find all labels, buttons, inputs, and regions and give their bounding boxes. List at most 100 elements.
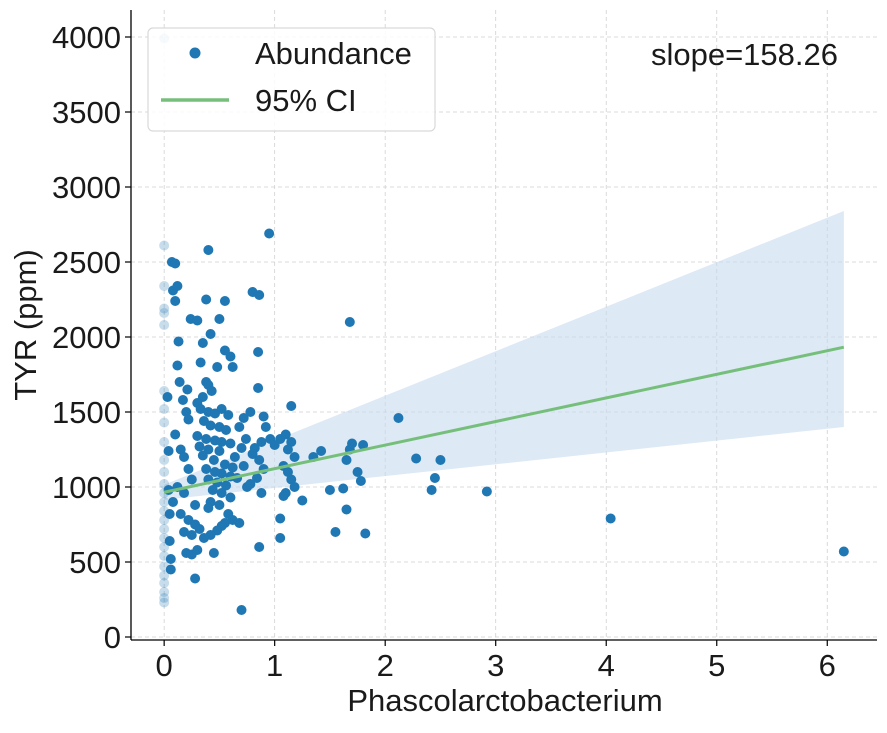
scatter-point	[179, 527, 190, 537]
scatter-point	[162, 392, 173, 402]
scatter-point	[256, 488, 267, 498]
scatter-point	[245, 479, 256, 489]
scatter-point	[205, 420, 216, 431]
confidence-band-layer	[164, 211, 844, 500]
scatter-point	[280, 429, 291, 440]
scatter-point	[197, 450, 208, 461]
legend-label-abundance: Abundance	[255, 36, 412, 71]
scatter-points	[159, 33, 849, 615]
scatter-point	[289, 452, 300, 462]
scatter-point	[194, 524, 205, 534]
scatter-point	[221, 425, 232, 435]
scatter-point	[159, 417, 170, 428]
scatter-point	[208, 455, 219, 465]
scatter-point	[170, 296, 181, 306]
scatter-point	[159, 320, 170, 330]
scatter-point	[254, 542, 265, 552]
legend-box	[147, 27, 436, 132]
scatter-point	[190, 500, 201, 510]
scatter-point	[192, 431, 203, 441]
scatter-point	[179, 452, 190, 462]
scatter-point	[260, 422, 271, 432]
scatter-point	[256, 437, 267, 447]
y-tick-label: 0	[104, 620, 121, 655]
scatter-point	[254, 455, 265, 465]
scatter-point	[227, 462, 238, 473]
scatter-point	[167, 497, 178, 507]
scatter-point	[330, 527, 341, 537]
scatter-point	[341, 455, 352, 465]
scatter-point	[159, 240, 170, 251]
scatter-point	[344, 317, 355, 327]
scatter-point	[159, 597, 170, 608]
scatter-point	[324, 485, 335, 495]
scatter-point	[219, 296, 230, 306]
scatter-point	[159, 578, 170, 588]
scatter-point	[159, 524, 170, 534]
scatter-point	[297, 495, 308, 506]
scatter-point	[183, 464, 194, 474]
scatter-point	[165, 564, 176, 575]
scatter-point	[159, 467, 170, 477]
scatter-point	[275, 513, 286, 524]
scatter-point	[238, 461, 249, 471]
scatter-point	[159, 497, 170, 507]
scatter-point	[225, 492, 236, 503]
scatter-point	[192, 315, 203, 326]
scatter-point	[159, 587, 170, 597]
scatter-point	[201, 464, 212, 474]
scatter-point	[289, 482, 300, 492]
y-tick-label: 500	[69, 545, 121, 580]
scatter-point	[227, 362, 238, 372]
scatter-point	[170, 429, 181, 440]
scatter-point	[207, 485, 218, 495]
x-tick-label: 1	[266, 648, 283, 683]
legend: Abundance 95% CI	[147, 27, 436, 132]
confidence-band	[164, 211, 844, 500]
scatter-point	[258, 411, 269, 422]
scatter-point	[214, 500, 225, 510]
y-tick-label: 1500	[52, 395, 121, 430]
scatter-point	[159, 281, 170, 291]
scatter-point	[234, 518, 245, 528]
scatter-point	[216, 404, 227, 414]
scatter-point	[214, 314, 225, 324]
scatter-point	[186, 530, 197, 540]
scatter-point	[164, 536, 175, 546]
scatter-point	[172, 360, 183, 371]
scatter-point	[194, 441, 205, 452]
scatter-point	[223, 410, 234, 420]
scatter-point	[197, 338, 208, 348]
scatter-point	[338, 483, 349, 494]
tick-labels: 0 1 2 3 4 5 6 0 500 1000 1500 2000 2500 3000 3500 4000	[52, 20, 836, 683]
scatter-point	[253, 347, 264, 357]
scatter-point	[163, 446, 174, 456]
scatter-point	[286, 474, 297, 485]
scatter-point	[411, 453, 422, 464]
scatter-point	[264, 228, 275, 239]
scatter-point	[159, 593, 170, 603]
scatter-point	[174, 377, 185, 387]
legend-label-ci: 95% CI	[255, 83, 357, 118]
x-axis-label: Phascolarctobacterium	[347, 683, 662, 718]
scatter-point	[234, 422, 245, 432]
scatter-point	[212, 362, 223, 372]
fit-line-layer	[163, 345, 845, 494]
scatter-point	[183, 414, 194, 425]
scatter-point	[426, 485, 437, 495]
scatter-point	[190, 573, 201, 584]
scatter-point	[159, 303, 170, 314]
x-tick-label: 3	[487, 648, 504, 683]
scatter-point	[198, 533, 209, 543]
fit-line	[163, 345, 845, 494]
x-tick-label: 5	[708, 648, 725, 683]
scatter-point	[216, 488, 227, 498]
scatter-point	[164, 509, 175, 519]
scatter-point	[245, 407, 256, 417]
scatter-point	[347, 438, 358, 449]
scatter-point	[225, 438, 236, 449]
scatter-point	[481, 486, 492, 497]
scatter-point	[195, 357, 206, 368]
